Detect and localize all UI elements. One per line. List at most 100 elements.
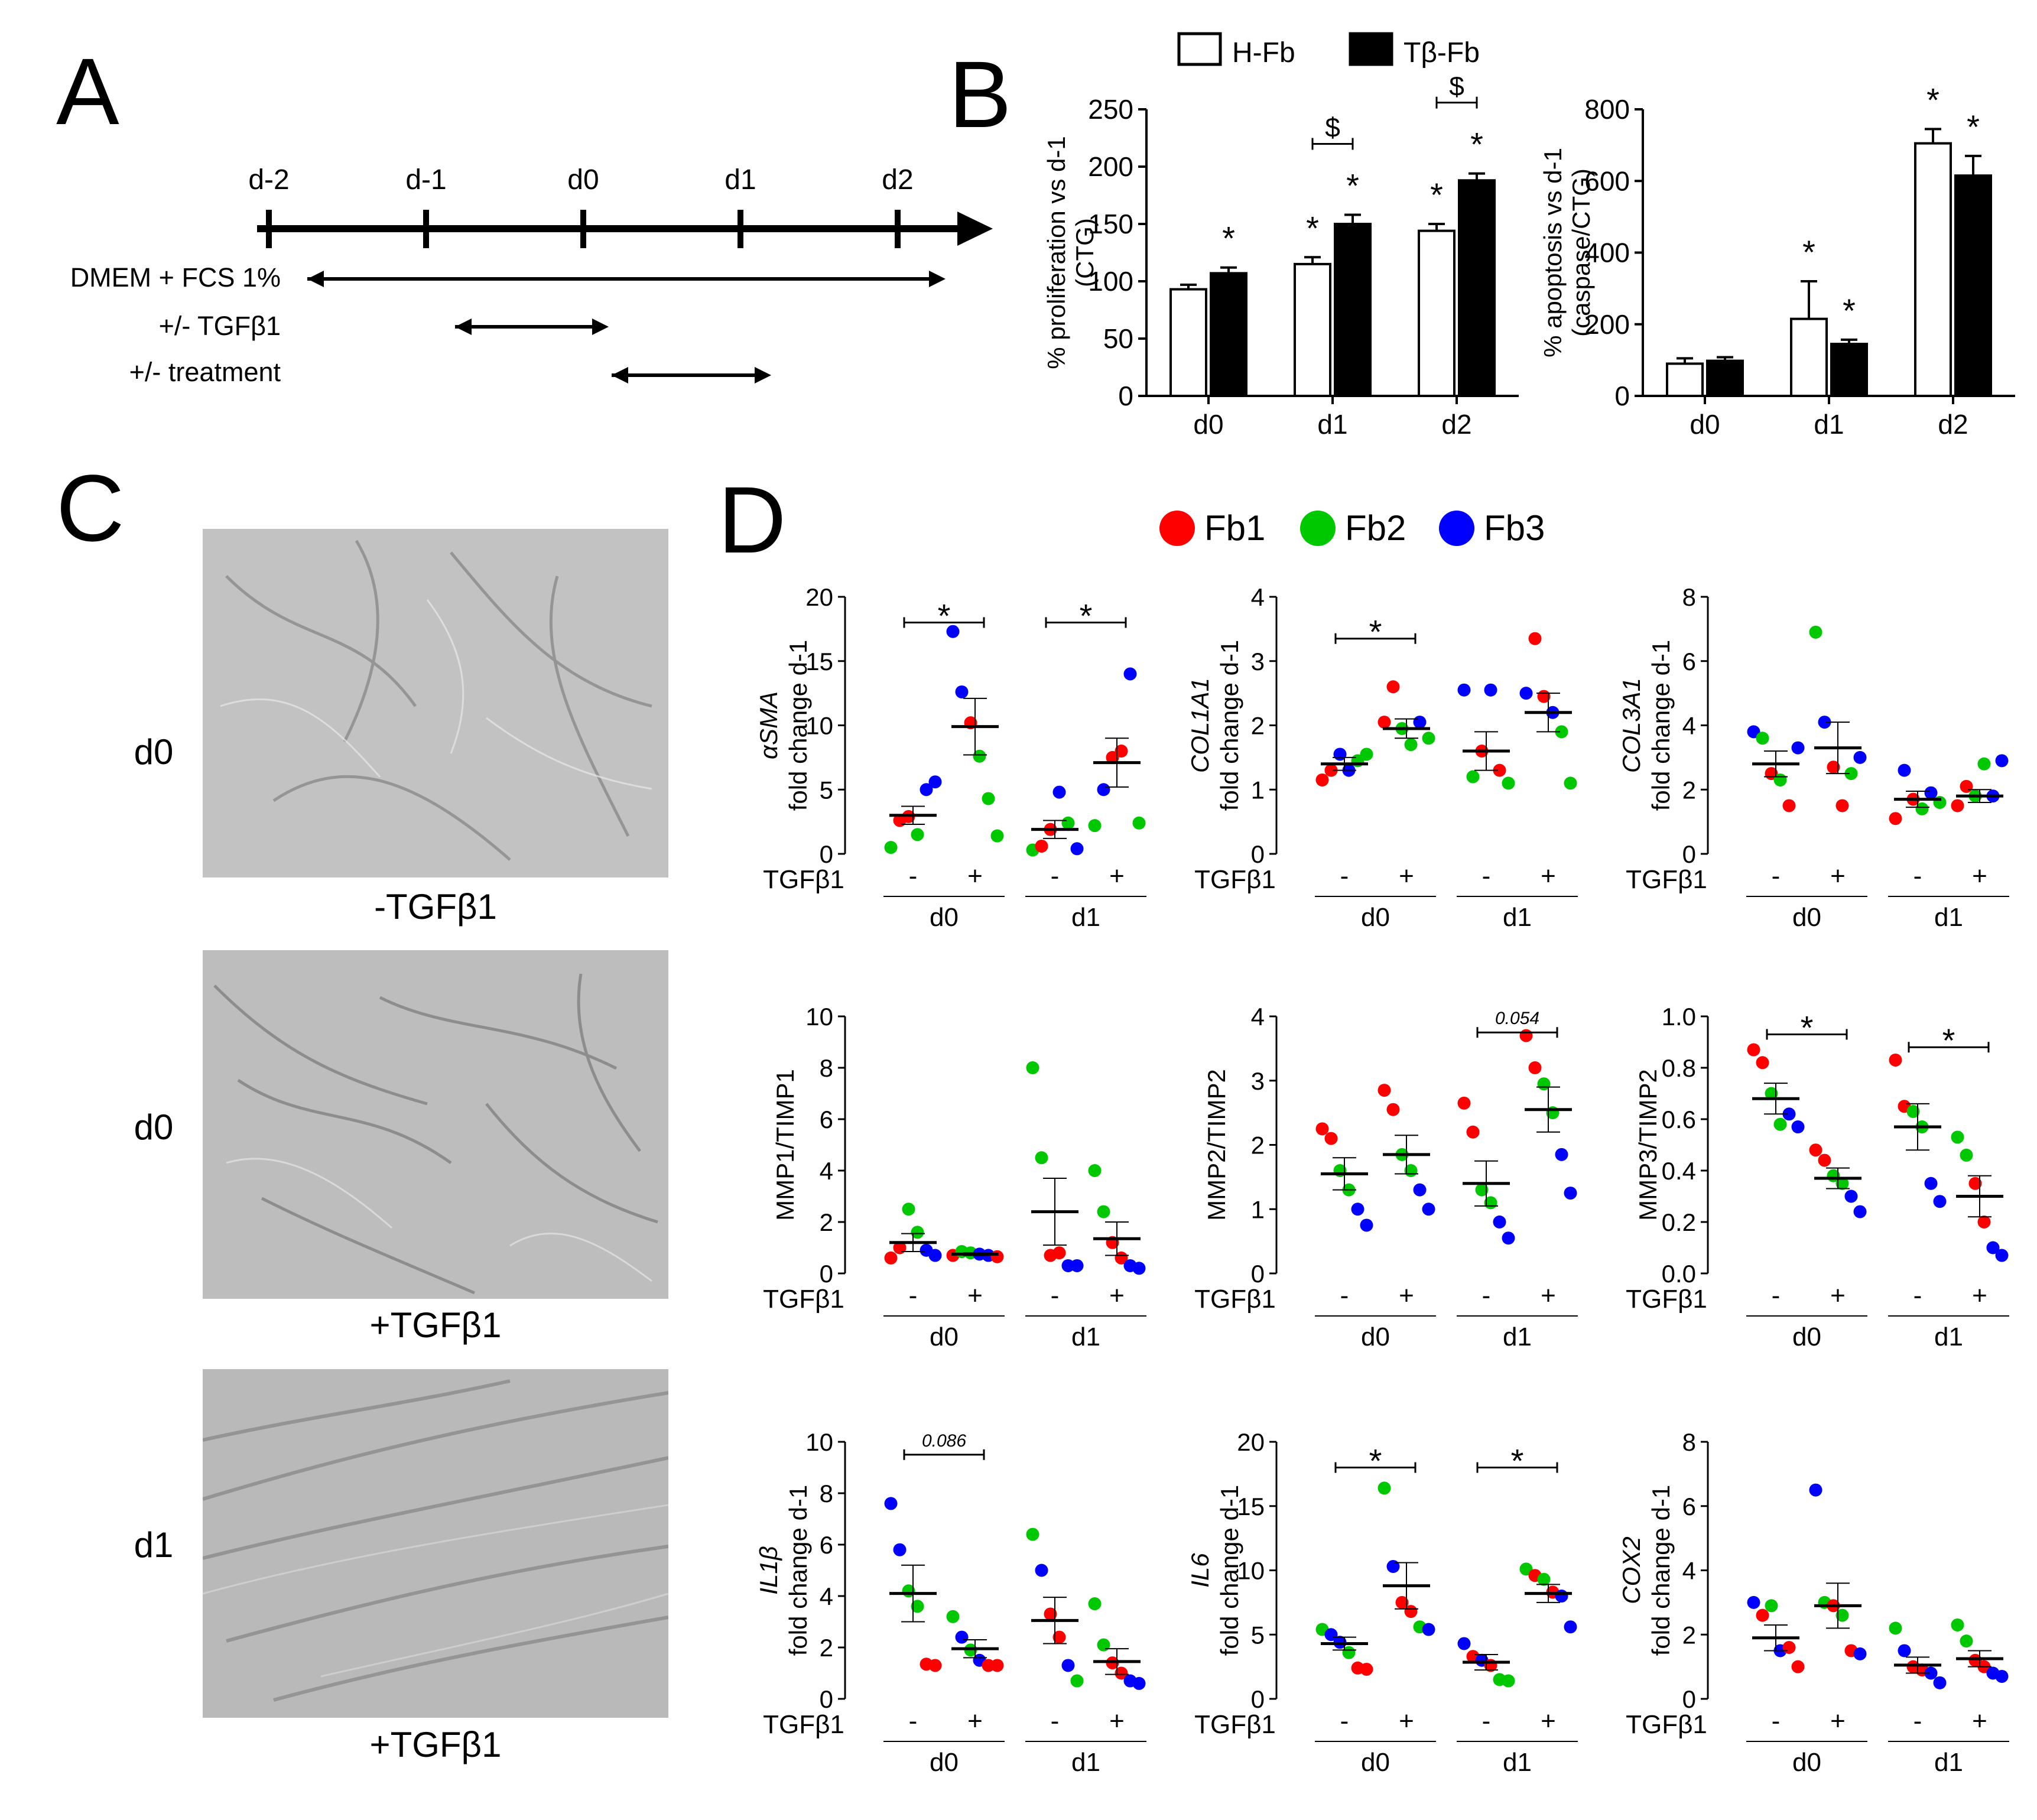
treatment-sign: - bbox=[1340, 1707, 1349, 1736]
y-axis-label: COL3A1fold change d-1 bbox=[1617, 640, 1675, 811]
data-point-fb3 bbox=[1853, 1205, 1867, 1218]
panel-label-b: B bbox=[948, 41, 1012, 147]
data-point-fb1 bbox=[1386, 680, 1400, 694]
dollar-symbol: $ bbox=[1449, 77, 1464, 102]
data-point-fb3 bbox=[928, 1249, 942, 1262]
micrograph-2-day: d0 bbox=[134, 1107, 174, 1147]
data-point-fb2 bbox=[1835, 1176, 1849, 1190]
y-tick-label: 50 bbox=[1103, 323, 1133, 354]
significance-label: 0.054 bbox=[1495, 1009, 1539, 1028]
y-tick-label: 0.4 bbox=[1662, 1157, 1696, 1185]
y-axis-label: αSMAfold change d-1 bbox=[755, 640, 812, 811]
bar-H-Fb bbox=[1418, 229, 1456, 397]
data-point-fb2 bbox=[990, 829, 1004, 843]
timeline-day-label: d2 bbox=[882, 164, 913, 196]
y-tick-label: 6 bbox=[820, 1106, 833, 1133]
treatment-sign: + bbox=[967, 862, 983, 890]
y-tick-label: 10 bbox=[805, 1003, 833, 1031]
timeline-day-label: d1 bbox=[725, 164, 756, 196]
data-point-fb2 bbox=[911, 1600, 924, 1613]
data-point-fb3 bbox=[1791, 741, 1805, 755]
micrograph-3-caption: +TGFβ1 bbox=[369, 1725, 502, 1764]
group-label: d1 bbox=[1071, 1748, 1100, 1777]
y-tick-label: 3 bbox=[1251, 1067, 1265, 1095]
data-point-fb2 bbox=[1404, 738, 1418, 752]
treatment-sign: - bbox=[1340, 862, 1349, 890]
data-point-fb3 bbox=[1035, 1564, 1048, 1577]
treatment-sign: + bbox=[1109, 1281, 1125, 1310]
data-point-fb1 bbox=[1035, 839, 1048, 853]
y-axis-label: IL6fold change d-1 bbox=[1186, 1485, 1243, 1656]
treatment-sign: + bbox=[1830, 1281, 1846, 1310]
legend-label-hfb: H-Fb bbox=[1232, 37, 1295, 69]
x-tick-label: d2 bbox=[1441, 409, 1471, 440]
y-axis-label-line: αSMA bbox=[755, 691, 782, 759]
treatment-sign: - bbox=[1051, 862, 1060, 890]
y-axis-label-line: COL3A1 bbox=[1617, 678, 1645, 773]
data-point-fb3 bbox=[1324, 1628, 1338, 1642]
col3a1-scatter-chart: 0 2 4 6 8 COL3A1fold change d-1 - + - + TGFβ1 d0 d1 bbox=[1617, 583, 2009, 932]
data-point-fb2 bbox=[1378, 1481, 1391, 1495]
data-point-fb3 bbox=[1132, 1676, 1146, 1690]
y-tick-label: 10 bbox=[805, 712, 833, 740]
data-point-fb1 bbox=[1466, 1125, 1480, 1139]
legend-label-fb3: Fb3 bbox=[1484, 508, 1545, 548]
y-tick-label: 2 bbox=[820, 1634, 833, 1662]
data-point-fb1 bbox=[1809, 1143, 1822, 1157]
x-tick-label: d1 bbox=[1814, 409, 1844, 440]
data-point-fb1 bbox=[1827, 760, 1840, 774]
group-label: d1 bbox=[1071, 1322, 1100, 1351]
data-point-fb3 bbox=[1564, 1187, 1577, 1200]
legend-dot-fb1 bbox=[1159, 511, 1195, 546]
group-label: d1 bbox=[1503, 903, 1532, 932]
data-point-fb3 bbox=[1070, 1259, 1084, 1272]
data-point-fb1 bbox=[1756, 1608, 1769, 1622]
y-tick-label: 0 bbox=[1682, 1685, 1696, 1713]
micrograph-2 bbox=[203, 950, 668, 1299]
timeline-diagram: d-2 d-1 d0 d1 d2 DMEM + FCS 1% +/- TGFβ1 +/-… bbox=[70, 164, 993, 387]
data-point-fb2 bbox=[973, 749, 986, 763]
y-tick-label: 0 bbox=[1614, 381, 1630, 411]
mmp3-timp2-scatter-chart: 0.0 0.2 0.4 0.6 0.8 1.0 MMP3/TIMP2 - + - + TGFβ1 d0 d… bbox=[1626, 1003, 2009, 1351]
data-point-fb3 bbox=[1519, 687, 1533, 700]
y-tick-label: 0 bbox=[820, 1685, 833, 1713]
data-point-fb3 bbox=[1413, 716, 1427, 729]
y-axis-label-line: fold change d-1 bbox=[1647, 1485, 1675, 1656]
legend-dot-fb3 bbox=[1439, 511, 1474, 546]
y-tick-label: 2 bbox=[1682, 1621, 1696, 1649]
y-axis-label: MMP1/TIMP1 bbox=[771, 1069, 799, 1221]
y-tick-label: 1 bbox=[1251, 776, 1265, 804]
dollar-symbol: $ bbox=[1325, 112, 1340, 142]
y-tick-label: 0 bbox=[1251, 840, 1265, 868]
y-tick-label: 15 bbox=[1237, 1493, 1265, 1520]
data-point-fb3 bbox=[928, 775, 942, 789]
group-label: d0 bbox=[1361, 1748, 1390, 1777]
data-point-fb1 bbox=[1968, 1176, 1982, 1190]
treatment-sign: + bbox=[1109, 1707, 1125, 1736]
arrow-tgfb-heads bbox=[455, 318, 609, 335]
data-point-fb3 bbox=[1061, 1659, 1075, 1672]
treatment-sign: + bbox=[1399, 1707, 1414, 1736]
y-tick-label: 6 bbox=[820, 1531, 833, 1559]
bar-Tβ-Fb bbox=[1706, 359, 1744, 397]
data-point-fb3 bbox=[1924, 1666, 1938, 1680]
bar-H-Fb bbox=[1790, 317, 1828, 397]
significance-star: * bbox=[1967, 108, 1980, 145]
group-label: d0 bbox=[1361, 1322, 1390, 1351]
legend-swatch-hfb bbox=[1177, 32, 1222, 66]
data-point-fb2 bbox=[1502, 1674, 1515, 1688]
treatment-sign: + bbox=[967, 1281, 983, 1310]
y-axis-label: % proliferation vs d-1(CTG) bbox=[1042, 136, 1099, 369]
legend-label-fb2: Fb2 bbox=[1345, 508, 1406, 548]
data-point-fb1 bbox=[1315, 773, 1329, 786]
panel-label-a: A bbox=[56, 38, 119, 144]
y-tick-label: 0 bbox=[820, 1260, 833, 1288]
treatment-sign: - bbox=[1913, 1707, 1922, 1736]
data-point-fb1 bbox=[1818, 1153, 1831, 1167]
data-point-fb2 bbox=[902, 1202, 915, 1216]
legend-dot-fb2 bbox=[1300, 511, 1336, 546]
y-axis-label: IL1βfold change d-1 bbox=[755, 1485, 812, 1656]
data-point-fb1 bbox=[1386, 1103, 1400, 1116]
data-point-fb2 bbox=[1960, 1148, 1973, 1162]
